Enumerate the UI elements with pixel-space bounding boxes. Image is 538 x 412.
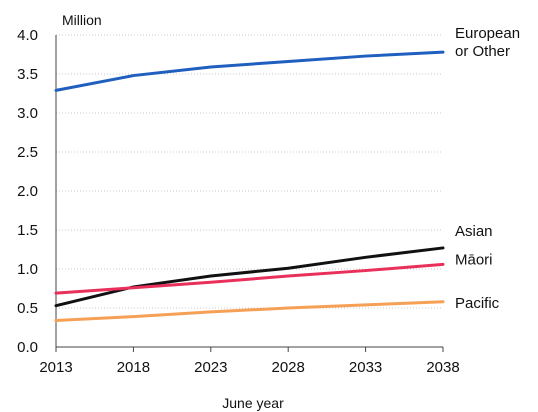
series-label: Asian: [455, 223, 493, 240]
y-tick-label: 0.0: [17, 339, 38, 356]
axes: 0.0 0.5 1.0 1.5 2.0 2.5 3.0 3.5 4.0 2013 2018 2023 2…: [17, 27, 460, 376]
x-tick-label: 2033: [349, 359, 382, 376]
y-tick-label: 4.0: [17, 27, 38, 44]
series-label: European or Other: [455, 25, 520, 60]
x-tick-label: 2023: [194, 359, 227, 376]
series-lines: [54, 50, 445, 322]
series-label-line: Asian: [455, 223, 493, 240]
series-line-m-ori: [54, 262, 445, 295]
series-label-line: Māori: [455, 251, 493, 268]
series-label-line: European: [455, 25, 520, 42]
grid-lines: [56, 34, 443, 309]
series-label-line: or Other: [455, 43, 510, 60]
x-tick-label: 2028: [272, 359, 305, 376]
x-axis-title: June year: [222, 395, 284, 411]
y-tick-label: 1.0: [17, 261, 38, 278]
x-tick-label: 2013: [39, 359, 72, 376]
y-tick-label: 1.5: [17, 222, 38, 239]
y-unit-label: Million: [62, 12, 102, 28]
x-tick-label: 2038: [426, 359, 459, 376]
y-tick-label: 0.5: [17, 300, 38, 317]
series-labels: European or Other Asian Māori Pacific: [455, 25, 520, 312]
y-tick-label: 2.0: [17, 183, 38, 200]
y-tick-label: 2.5: [17, 144, 38, 161]
series-label: Māori: [455, 251, 493, 268]
y-tick-label: 3.5: [17, 66, 38, 83]
series-label: Pacific: [455, 295, 500, 312]
series-line-european-or-other: [54, 50, 445, 92]
series-label-line: Pacific: [455, 295, 500, 312]
series-line-asian: [54, 246, 445, 308]
series-line-pacific: [54, 300, 445, 322]
x-tick-label: 2018: [117, 359, 150, 376]
y-tick-label: 3.0: [17, 105, 38, 122]
